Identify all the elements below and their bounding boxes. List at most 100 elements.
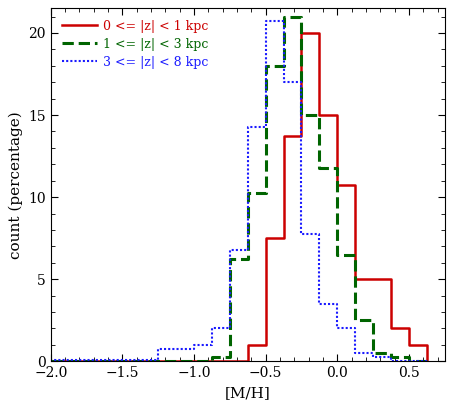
3 <= |z| < 8 kpc <box>424 359 429 364</box>
1 <= |z| < 3 kpc <box>209 355 215 359</box>
3 <= |z| < 8 kpc <box>406 359 412 364</box>
3 <= |z| < 8 kpc <box>227 248 232 253</box>
0 <= |z| < 1 kpc <box>48 359 53 364</box>
1 <= |z| < 3 kpc <box>352 318 358 323</box>
1 <= |z| < 3 kpc <box>191 359 197 364</box>
1 <= |z| < 3 kpc <box>245 191 251 195</box>
3 <= |z| < 8 kpc <box>120 357 125 362</box>
1 <= |z| < 3 kpc <box>84 359 89 364</box>
1 <= |z| < 3 kpc <box>352 252 358 257</box>
1 <= |z| < 3 kpc <box>388 350 394 355</box>
1 <= |z| < 3 kpc <box>424 359 429 364</box>
1 <= |z| < 3 kpc <box>406 359 412 364</box>
0 <= |z| < 1 kpc <box>334 182 340 187</box>
1 <= |z| < 3 kpc <box>281 14 286 19</box>
0 <= |z| < 1 kpc <box>191 359 197 364</box>
3 <= |z| < 8 kpc <box>371 355 376 359</box>
0 <= |z| < 1 kpc <box>371 277 376 282</box>
1 <= |z| < 3 kpc <box>209 359 215 364</box>
3 <= |z| < 8 kpc <box>48 357 53 362</box>
Y-axis label: count (percentage): count (percentage) <box>8 111 23 259</box>
3 <= |z| < 8 kpc <box>227 326 232 331</box>
1 <= |z| < 3 kpc <box>371 350 376 355</box>
1 <= |z| < 3 kpc <box>263 191 268 195</box>
3 <= |z| < 8 kpc <box>263 125 268 130</box>
0 <= |z| < 1 kpc <box>84 359 89 364</box>
3 <= |z| < 8 kpc <box>406 359 412 364</box>
3 <= |z| < 8 kpc <box>191 346 197 351</box>
1 <= |z| < 3 kpc <box>263 63 268 68</box>
1 <= |z| < 3 kpc <box>299 14 304 19</box>
1 <= |z| < 3 kpc <box>388 355 394 359</box>
1 <= |z| < 3 kpc <box>424 359 429 364</box>
0 <= |z| < 1 kpc <box>371 277 376 282</box>
0 <= |z| < 1 kpc <box>388 277 394 282</box>
0 <= |z| < 1 kpc <box>191 359 197 364</box>
1 <= |z| < 3 kpc <box>227 256 232 261</box>
0 <= |z| < 1 kpc <box>299 31 304 35</box>
3 <= |z| < 8 kpc <box>352 350 358 355</box>
3 <= |z| < 8 kpc <box>334 302 340 306</box>
0 <= |z| < 1 kpc <box>209 359 215 364</box>
1 <= |z| < 3 kpc <box>48 359 53 364</box>
3 <= |z| < 8 kpc <box>317 232 322 237</box>
0 <= |z| < 1 kpc <box>227 359 232 364</box>
0 <= |z| < 1 kpc <box>317 31 322 35</box>
1 <= |z| < 3 kpc <box>48 359 53 364</box>
0 <= |z| < 1 kpc <box>281 236 286 241</box>
Legend: 0 <= |z| < 1 kpc, 1 <= |z| < 3 kpc, 3 <= |z| < 8 kpc: 0 <= |z| < 1 kpc, 1 <= |z| < 3 kpc, 3 <=… <box>57 15 214 73</box>
1 <= |z| < 3 kpc <box>155 359 161 364</box>
0 <= |z| < 1 kpc <box>334 113 340 118</box>
0 <= |z| < 1 kpc <box>120 359 125 364</box>
1 <= |z| < 3 kpc <box>317 166 322 171</box>
X-axis label: [M/H]: [M/H] <box>225 386 270 400</box>
0 <= |z| < 1 kpc <box>424 359 429 364</box>
3 <= |z| < 8 kpc <box>299 232 304 237</box>
1 <= |z| < 3 kpc <box>281 63 286 68</box>
Line: 0 <= |z| < 1 kpc: 0 <= |z| < 1 kpc <box>51 33 427 361</box>
0 <= |z| < 1 kpc <box>227 359 232 364</box>
0 <= |z| < 1 kpc <box>352 182 358 187</box>
3 <= |z| < 8 kpc <box>317 302 322 306</box>
0 <= |z| < 1 kpc <box>245 342 251 347</box>
3 <= |z| < 8 kpc <box>299 80 304 84</box>
3 <= |z| < 8 kpc <box>84 357 89 362</box>
0 <= |z| < 1 kpc <box>424 342 429 347</box>
3 <= |z| < 8 kpc <box>245 248 251 253</box>
0 <= |z| < 1 kpc <box>299 133 304 138</box>
0 <= |z| < 1 kpc <box>406 326 412 331</box>
Line: 1 <= |z| < 3 kpc: 1 <= |z| < 3 kpc <box>51 17 427 361</box>
3 <= |z| < 8 kpc <box>388 359 394 364</box>
3 <= |z| < 8 kpc <box>209 342 215 347</box>
3 <= |z| < 8 kpc <box>191 342 197 347</box>
3 <= |z| < 8 kpc <box>334 326 340 331</box>
3 <= |z| < 8 kpc <box>209 326 215 331</box>
3 <= |z| < 8 kpc <box>120 357 125 362</box>
0 <= |z| < 1 kpc <box>317 113 322 118</box>
1 <= |z| < 3 kpc <box>191 359 197 364</box>
0 <= |z| < 1 kpc <box>155 359 161 364</box>
0 <= |z| < 1 kpc <box>48 359 53 364</box>
3 <= |z| < 8 kpc <box>388 355 394 359</box>
3 <= |z| < 8 kpc <box>371 350 376 355</box>
3 <= |z| < 8 kpc <box>263 18 268 23</box>
3 <= |z| < 8 kpc <box>424 359 429 364</box>
3 <= |z| < 8 kpc <box>245 125 251 130</box>
3 <= |z| < 8 kpc <box>84 357 89 362</box>
0 <= |z| < 1 kpc <box>406 342 412 347</box>
3 <= |z| < 8 kpc <box>155 346 161 351</box>
1 <= |z| < 3 kpc <box>317 113 322 118</box>
1 <= |z| < 3 kpc <box>84 359 89 364</box>
1 <= |z| < 3 kpc <box>406 355 412 359</box>
0 <= |z| < 1 kpc <box>281 133 286 138</box>
0 <= |z| < 1 kpc <box>263 236 268 241</box>
0 <= |z| < 1 kpc <box>155 359 161 364</box>
3 <= |z| < 8 kpc <box>352 326 358 331</box>
0 <= |z| < 1 kpc <box>120 359 125 364</box>
3 <= |z| < 8 kpc <box>48 359 53 364</box>
1 <= |z| < 3 kpc <box>334 166 340 171</box>
0 <= |z| < 1 kpc <box>245 359 251 364</box>
0 <= |z| < 1 kpc <box>84 359 89 364</box>
1 <= |z| < 3 kpc <box>155 359 161 364</box>
3 <= |z| < 8 kpc <box>155 357 161 362</box>
